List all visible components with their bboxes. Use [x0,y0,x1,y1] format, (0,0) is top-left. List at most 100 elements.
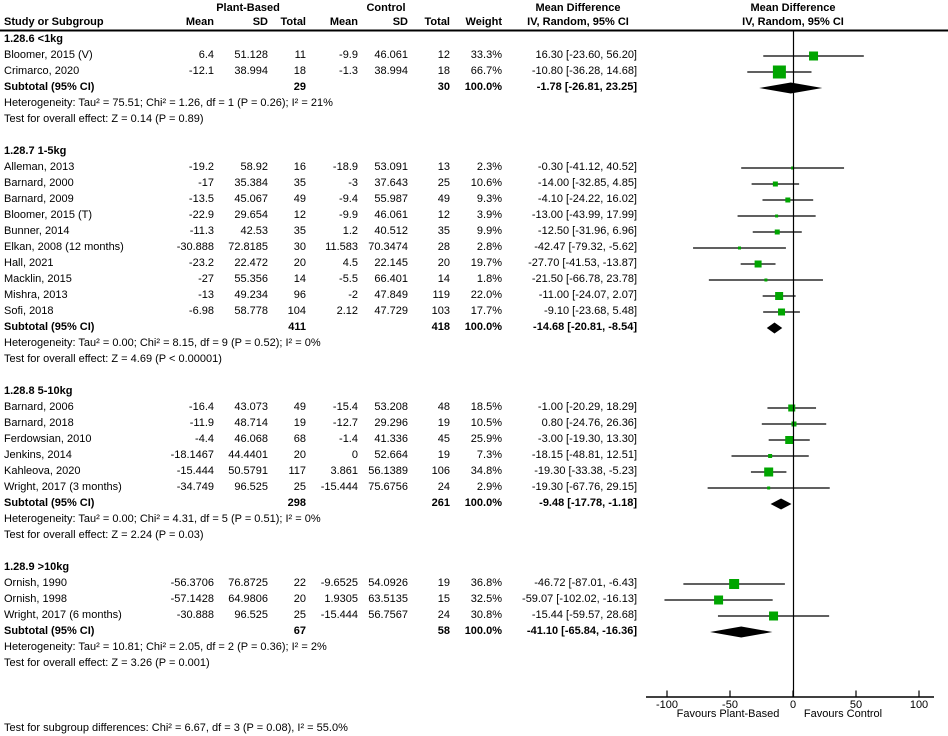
effect-square [791,166,795,170]
weight-value: 2.8% [476,241,502,253]
heterogeneity-row: Heterogeneity: Tau² = 0.00; Chi² = 8.15,… [0,336,948,352]
study-name: Mishra, 2013 [4,289,68,301]
mean2-value: -15.444 [320,481,358,493]
subtotal-diamond [766,322,783,334]
study-name: Barnard, 2006 [4,401,74,413]
tick-label: 100 [909,699,929,711]
study-name: Crimarco, 2020 [4,65,80,77]
sd2-value: 70.3474 [368,241,408,253]
sd2-value: 46.061 [374,209,408,221]
mean1-value: 6.4 [198,49,214,61]
mean2-value: -2 [348,289,358,301]
n1-value: 25 [293,609,306,621]
sd1-value: 45.067 [234,193,268,205]
study-name: Wright, 2017 (3 months) [4,481,122,493]
n1-value: 68 [293,433,306,445]
weight-value: 33.3% [470,49,502,61]
favours-right-label: Favours Control [803,708,883,720]
effect-square [809,51,819,61]
sd1-value: 35.384 [234,177,268,189]
subgroup-label-row: 1.28.6 <1kg [0,32,948,48]
subtotal-diamond [770,498,792,510]
md-value: -10.80 [-36.28, 14.68] [531,65,637,77]
md-subtotal: -14.68 [-20.81, -8.54] [533,321,637,333]
n1-value: 20 [293,449,306,461]
study-name: Sofi, 2018 [4,305,54,317]
subtotal-label: Subtotal (95% CI) [4,625,95,637]
mean2-value: -3 [348,177,358,189]
n1-value: 25 [293,481,306,493]
sd1-value: 46.068 [234,433,268,445]
weight-value: 30.8% [470,609,502,621]
md-column-title: Mean Difference [535,2,621,14]
study-name: Ornish, 1998 [4,593,67,605]
subgroup-label: 1.28.9 >10kg [4,561,70,573]
n1-value: 35 [293,225,306,237]
total1-header: Total [280,16,306,28]
sd1-header: SD [252,16,268,28]
effect-square [737,246,741,250]
study-name: Ornish, 1990 [4,577,67,589]
md-value: 16.30 [-23.60, 56.20] [535,49,637,61]
mean2-value: -9.9 [339,49,358,61]
mean2-value: -12.7 [332,417,358,429]
mean2-header: Mean [329,16,358,28]
study-name: Jenkins, 2014 [4,449,72,461]
sd2-value: 41.336 [374,433,408,445]
mean1-value: -30.888 [176,609,214,621]
subgroup-label: 1.28.8 5-10kg [4,385,73,397]
sd1-value: 29.654 [234,209,268,221]
effect-square [729,579,740,589]
mean1-value: -27 [198,273,214,285]
sd2-value: 38.994 [374,65,408,77]
weight-subtotal: 100.0% [464,497,502,509]
md-value: -27.70 [-41.53, -13.87] [528,257,637,269]
subgroup-label: 1.28.7 1-5kg [4,145,67,157]
mean2-value: -9.9 [339,209,358,221]
overall-effect-text: Test for overall effect: Z = 3.26 (P = 0… [4,657,210,669]
study-row: Hall, 2021 -23.2 22.472 20 4.5 22.145 20 19.7% -… [0,256,948,272]
study-name: Kahleova, 2020 [4,465,81,477]
study-row: Bloomer, 2015 (V) 6.4 51.128 11 -9.9 46.061 12… [0,48,948,64]
n2-value: 106 [431,465,450,477]
heterogeneity-row: Heterogeneity: Tau² = 75.51; Chi² = 1.26… [0,96,948,112]
study-name: Hall, 2021 [4,257,54,269]
favours-left-label: Favours Plant-Based [676,708,780,720]
weight-value: 1.8% [476,273,502,285]
study-column-header: Study or Subgroup [4,16,104,28]
n2-value: 103 [431,305,450,317]
sd1-value: 58.92 [240,161,268,173]
study-row: Barnard, 2006 -16.4 43.073 49 -15.4 53.208 48 1… [0,400,948,416]
n2-value: 13 [437,161,450,173]
mean1-value: -4.4 [195,433,214,445]
heterogeneity-text: Heterogeneity: Tau² = 0.00; Chi² = 4.31,… [4,513,321,525]
sd1-value: 51.128 [234,49,268,61]
sd2-value: 47.729 [374,305,408,317]
study-row: Bloomer, 2015 (T) -22.9 29.654 12 -9.9 46.061… [0,208,948,224]
group2-header: Control [366,2,406,14]
tick-label: 50 [849,699,863,711]
overall-effect-row: Test for overall effect: Z = 3.26 (P = 0… [0,656,948,672]
mean1-value: -13 [198,289,214,301]
effect-square [774,229,780,235]
n2-value: 49 [437,193,450,205]
n2-value: 45 [437,433,450,445]
sd2-value: 46.061 [374,49,408,61]
sd1-value: 76.8725 [228,577,268,589]
overall-effect-text: Test for overall effect: Z = 0.14 (P = 0… [4,113,204,125]
sd1-value: 43.073 [234,401,268,413]
study-name: Wright, 2017 (6 months) [4,609,122,621]
md-value: -12.50 [-31.96, 6.96] [537,225,637,237]
sd1-value: 22.472 [234,257,268,269]
study-row: Alleman, 2013 -19.2 58.92 16 -18.9 53.091 13 2.… [0,160,948,176]
study-row: Crimarco, 2020 -12.1 38.994 18 -1.3 38.994 18 6… [0,64,948,80]
study-name: Alleman, 2013 [4,161,75,173]
weight-subtotal: 100.0% [464,321,502,333]
weight-value: 10.5% [470,417,502,429]
mean1-value: -11.3 [189,225,214,237]
sd2-value: 63.5135 [368,593,408,605]
study-row: Barnard, 2018 -11.9 48.714 19 -12.7 29.296 19 1… [0,416,948,432]
md-column-subtitle: IV, Random, 95% CI [527,16,629,28]
mean1-value: -17 [198,177,214,189]
study-row: Sofi, 2018 -6.98 58.778 104 2.12 47.729 103 17.… [0,304,948,320]
